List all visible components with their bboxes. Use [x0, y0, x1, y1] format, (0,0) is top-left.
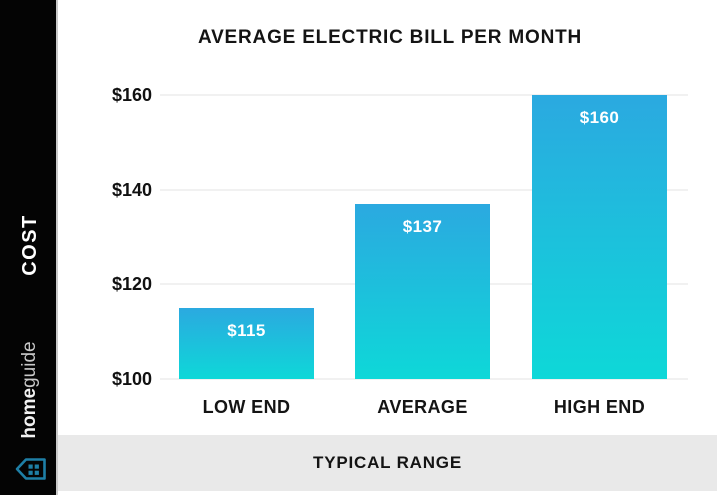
bar-value-label: $160	[579, 108, 620, 127]
sidebar: COST homeguide	[0, 0, 58, 495]
x-axis-title: TYPICAL RANGE	[313, 453, 462, 472]
bar	[179, 308, 314, 379]
chart-title: AVERAGE ELECTRIC BILL PER MONTH	[197, 27, 583, 48]
x-axis-category-label: LOW END	[202, 397, 291, 417]
brand-text-guide: guide	[19, 341, 40, 388]
gridline	[160, 94, 688, 96]
brand-logo-text: homeguide	[18, 319, 42, 461]
x-axis-category-label: AVERAGE	[377, 397, 468, 417]
y-axis-title: COST	[19, 214, 41, 276]
x-axis-title-band: TYPICAL RANGE	[58, 435, 717, 491]
y-axis-tick-label: $100	[111, 369, 152, 389]
bar	[532, 95, 667, 379]
house-grid-icon	[15, 458, 46, 480]
gridline	[160, 188, 688, 191]
bar-value-label: $137	[402, 216, 443, 236]
bar-value-label: $115	[227, 321, 266, 340]
y-axis-tick-label: $160	[111, 85, 152, 105]
y-axis-tick-label: $120	[111, 274, 152, 295]
x-axis-category-label: HIGH END	[553, 397, 646, 417]
brand-text-home: home	[19, 387, 40, 439]
y-axis-tick-label: $140	[111, 179, 152, 200]
gridline	[160, 378, 688, 380]
bar	[355, 203, 490, 379]
